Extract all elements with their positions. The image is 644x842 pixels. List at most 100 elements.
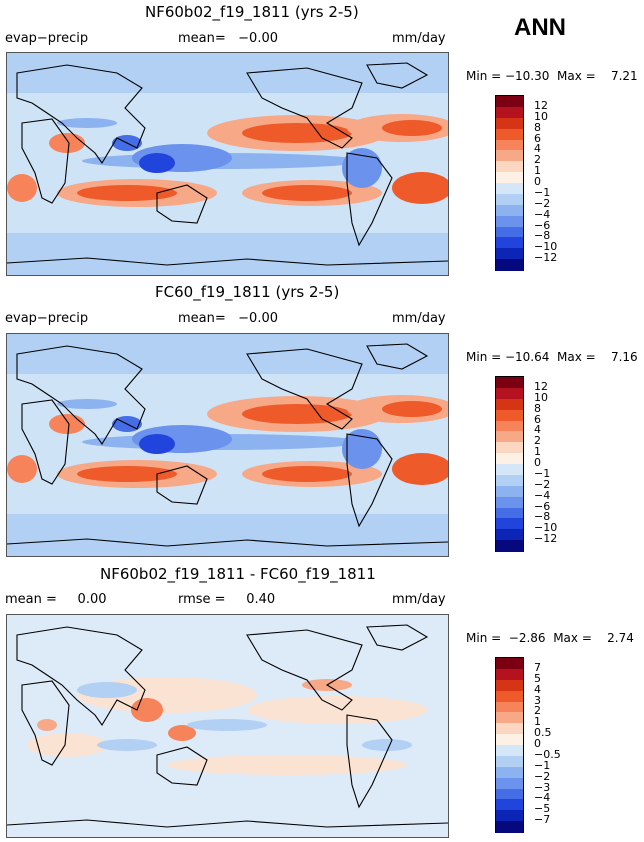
colorbar-swatch (496, 690, 523, 702)
colorbar-swatch (496, 777, 523, 789)
colorbar-swatch (496, 431, 523, 443)
colorbar-tick-label: −12 (534, 251, 558, 265)
panel-1-units-label: mm/day (392, 31, 446, 46)
colorbar-swatch (496, 821, 523, 833)
colorbar-tick-label: −10 (534, 240, 558, 254)
panel-3-colorbar (495, 657, 524, 833)
colorbar-tick-label: 4 (534, 423, 541, 437)
colorbar-swatch (496, 183, 523, 195)
colorbar-tick-label: −1 (534, 758, 551, 772)
colorbar-tick-label: 2 (534, 704, 541, 718)
colorbar-tick-label: −2 (534, 769, 551, 783)
season-label: ANN (514, 14, 566, 41)
colorbar-tick-label: −2 (534, 196, 551, 210)
colorbar-tick-label: −6 (534, 499, 551, 513)
colorbar-swatch (496, 377, 523, 389)
panel-3-rmse-label: rmse = 0.40 (178, 592, 276, 607)
panel-2-mean-label: mean= −0.00 (178, 311, 278, 326)
colorbar-tick-label: 0 (534, 456, 541, 469)
colorbar-swatch (496, 507, 523, 519)
colorbar-tick-label: 6 (534, 131, 541, 145)
colorbar-swatch (496, 398, 523, 411)
colorbar-tick-label: −5 (534, 802, 551, 816)
panel-3-title: NF60b02_f19_1811 - FC60_f19_1811 (100, 565, 376, 583)
panel-1-colorbar (495, 95, 524, 271)
colorbar-swatch (496, 193, 523, 206)
colorbar-tick-label: −8 (534, 510, 551, 524)
colorbar-swatch (496, 799, 523, 811)
colorbar-tick-label: 1 (534, 445, 541, 459)
colorbar-tick-label: −7 (534, 813, 551, 827)
colorbar-swatch (496, 420, 523, 432)
colorbar-swatch (496, 215, 523, 227)
panel-2-map-field (7, 334, 448, 556)
colorbar-tick-label: −4 (534, 791, 551, 805)
colorbar-swatch (496, 139, 523, 151)
colorbar-swatch (496, 701, 523, 713)
panel-2-title: FC60_f19_1811 (yrs 2-5) (155, 283, 340, 301)
colorbar-tick-label: −4 (534, 207, 551, 221)
panel-3-min-max: Min = −2.86 Max = 2.74 (466, 631, 634, 645)
colorbar-tick-label: 0.5 (534, 726, 552, 740)
colorbar-swatch (496, 150, 523, 162)
colorbar-swatch (496, 453, 523, 465)
panel-1-map-field (7, 53, 448, 275)
colorbar-tick-label: 1 (534, 715, 541, 729)
colorbar-swatch (496, 788, 523, 800)
panel-2-map (6, 333, 449, 557)
colorbar-swatch (496, 668, 523, 681)
panel-2-min-max: Min = −10.64 Max = 7.16 (466, 350, 638, 364)
colorbar-swatch (496, 204, 523, 217)
colorbar-tick-label: −1 (534, 466, 551, 480)
colorbar-swatch (496, 117, 523, 130)
colorbar-swatch (496, 128, 523, 140)
colorbar-tick-label: 4 (534, 682, 541, 696)
colorbar-tick-label: 12 (534, 98, 548, 112)
colorbar-tick-label: 2 (534, 153, 541, 167)
colorbar-swatch (496, 161, 523, 173)
colorbar-tick-label: −8 (534, 229, 551, 243)
colorbar-tick-label: 12 (534, 379, 548, 393)
panel-3-units-label: mm/day (392, 592, 446, 607)
panel-3-map-field (7, 624, 448, 828)
colorbar-tick-label: 7 (534, 660, 541, 674)
colorbar-swatch (496, 755, 523, 768)
colorbar-swatch (496, 409, 523, 421)
panel-1-variable-label: evap−precip (5, 31, 89, 46)
panel-2-units-label: mm/day (392, 311, 446, 326)
colorbar-tick-label: −4 (534, 488, 551, 502)
colorbar-tick-label: 8 (534, 120, 541, 134)
colorbar-swatch (496, 237, 523, 249)
colorbar-swatch (496, 658, 523, 670)
colorbar-tick-label: 8 (534, 401, 541, 415)
colorbar-tick-label: −10 (534, 521, 558, 535)
colorbar-tick-label: 10 (534, 390, 548, 404)
colorbar-tick-label: 10 (534, 109, 548, 123)
colorbar-tick-label: −3 (534, 780, 551, 794)
colorbar-swatch (496, 766, 523, 779)
colorbar-swatch (496, 474, 523, 487)
colorbar-swatch (496, 442, 523, 454)
colorbar-swatch (496, 387, 523, 400)
colorbar-tick-label: −2 (534, 477, 551, 491)
colorbar-swatch (496, 226, 523, 238)
colorbar-swatch (496, 248, 523, 260)
colorbar-swatch (496, 464, 523, 476)
colorbar-swatch (496, 172, 523, 184)
colorbar-tick-label: 6 (534, 412, 541, 426)
colorbar-swatch (496, 496, 523, 508)
colorbar-swatch (496, 529, 523, 541)
colorbar-swatch (496, 106, 523, 119)
colorbar-tick-label: −6 (534, 218, 551, 232)
panel-1-mean-label: mean= −0.00 (178, 31, 278, 46)
colorbar-swatch (496, 485, 523, 498)
colorbar-tick-label: −12 (534, 532, 558, 546)
colorbar-tick-label: −0.5 (534, 747, 561, 761)
colorbar-swatch (496, 540, 523, 552)
panel-1-map (6, 52, 449, 276)
panel-1-title: NF60b02_f19_1811 (yrs 2-5) (145, 3, 359, 21)
colorbar-swatch (496, 723, 523, 735)
panel-1-min-max: Min = −10.30 Max = 7.21 (466, 69, 638, 83)
colorbar-swatch (496, 679, 523, 692)
colorbar-swatch (496, 810, 523, 822)
